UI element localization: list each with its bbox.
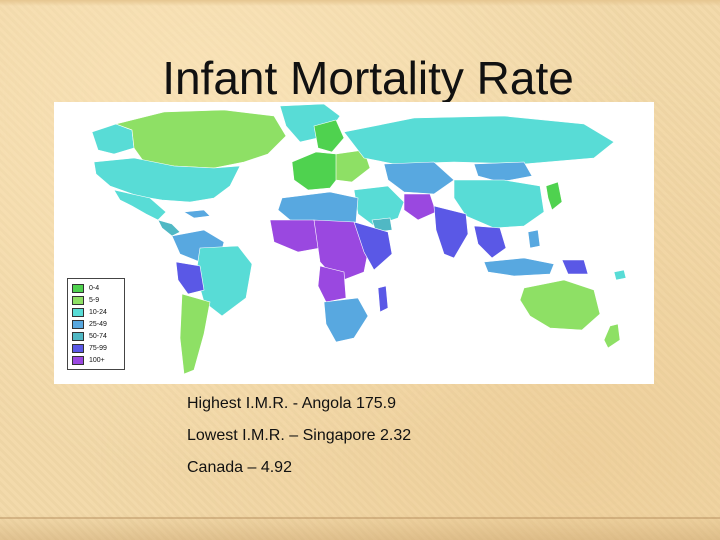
region-southeast-asia	[473, 225, 507, 259]
fact-canada-imr: Canada – 4.92	[187, 459, 292, 476]
region-mongolia	[473, 161, 533, 183]
legend-label: 10-24	[89, 308, 107, 316]
region-madagascar	[377, 285, 389, 313]
slide-title: Infant Mortality Rate	[162, 52, 574, 104]
region-new-zealand	[603, 323, 621, 349]
region-southern-africa	[323, 297, 369, 343]
legend-row: 75-99	[72, 342, 120, 354]
slide-divider	[0, 517, 720, 519]
region-central-asia	[383, 161, 455, 195]
region-japan-korea	[545, 181, 563, 211]
region-southern-cone	[179, 293, 211, 375]
world-map	[54, 102, 654, 384]
region-middle-east	[353, 185, 405, 227]
fact-highest-imr: Highest I.M.R. - Angola 175.9	[187, 395, 396, 412]
region-scandinavia	[313, 119, 345, 153]
legend-label: 25-49	[89, 320, 107, 328]
map-legend: 0-4 5-9 10-24 25-49 50-74 75-99 100+	[67, 278, 125, 370]
region-china	[453, 179, 545, 229]
facts-list: Highest I.M.R. - Angola 175.9 Lowest I.M…	[187, 394, 411, 490]
fact-lowest-imr: Lowest I.M.R. – Singapore 2.32	[187, 427, 412, 444]
legend-swatch	[72, 355, 84, 365]
legend-label: 100+	[89, 356, 105, 364]
legend-swatch	[72, 331, 84, 341]
region-afghanistan-pakistan	[403, 193, 437, 221]
slide-top-edge	[0, 0, 720, 6]
region-russia	[343, 115, 615, 165]
legend-label: 50-74	[89, 332, 107, 340]
region-angola	[317, 265, 347, 303]
region-caribbean	[183, 209, 211, 219]
region-india	[433, 205, 469, 259]
region-indonesia	[483, 257, 555, 277]
region-bolivia	[175, 261, 205, 295]
legend-row: 10-24	[72, 306, 120, 318]
legend-row: 5-9	[72, 294, 120, 306]
slide-bottom-edge	[0, 514, 720, 540]
region-east-africa	[353, 221, 393, 271]
legend-label: 0-4	[89, 284, 100, 292]
legend-row: 50-74	[72, 330, 120, 342]
region-usa	[93, 157, 241, 203]
region-pacific-islands	[613, 269, 627, 281]
legend-swatch	[72, 307, 84, 317]
legend-swatch	[72, 295, 84, 305]
legend-row: 25-49	[72, 318, 120, 330]
region-new-guinea	[561, 259, 589, 275]
legend-label: 5-9	[89, 296, 100, 304]
region-north-africa	[277, 191, 359, 225]
world-map-svg	[91, 103, 627, 375]
legend-swatch	[72, 283, 84, 293]
region-philippines	[527, 229, 541, 249]
region-australia	[519, 279, 601, 331]
region-central-america	[157, 219, 181, 237]
legend-label: 75-99	[89, 344, 107, 352]
legend-row: 0-4	[72, 282, 120, 294]
legend-row: 100+	[72, 354, 120, 366]
region-mexico	[113, 189, 167, 221]
legend-swatch	[72, 319, 84, 329]
region-west-africa	[269, 219, 321, 253]
legend-swatch	[72, 343, 84, 353]
region-canada	[114, 109, 287, 169]
